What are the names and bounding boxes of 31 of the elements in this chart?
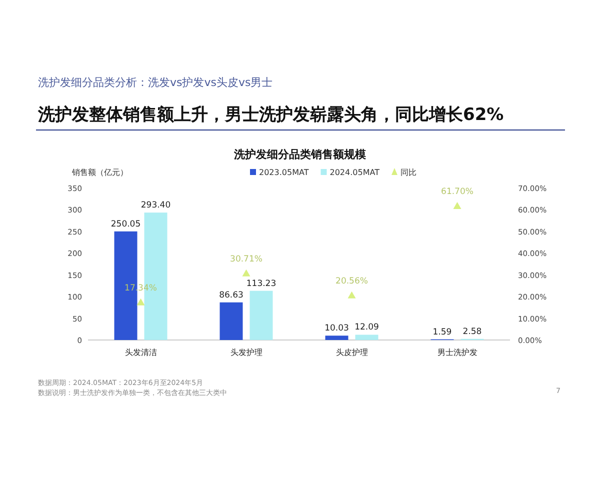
data-label: 20.56% (336, 276, 368, 286)
data-label: 1.59 (432, 327, 452, 338)
point (136, 298, 145, 306)
bar (250, 290, 273, 340)
data-label: 113.23 (246, 278, 276, 289)
text: 洗护发细分品类分析：洗发vs护发vs头皮vs男士 (38, 76, 273, 89)
legend-label: 2023.05MAT (259, 168, 309, 177)
data-label: 30.71% (230, 254, 262, 264)
point (242, 269, 250, 276)
chart-title: 洗护发细分品类销售额规模 (233, 148, 367, 161)
data-label: 86.63 (219, 290, 244, 300)
data-label: 61.70% (441, 187, 474, 198)
y-axis-title: 销售额（亿元） (71, 168, 128, 177)
legend-label: 2024.05MAT (330, 168, 380, 177)
data-label: 17.34% (124, 283, 157, 294)
x-tick-label: 头皮护理 (336, 348, 368, 357)
x-tick-label: 头发护理 (230, 348, 262, 357)
bar (325, 336, 348, 340)
point (348, 291, 356, 298)
text: 洗护发整体销售额上升，男士洗护发崭露头角，同比增长62% (37, 105, 504, 125)
x-tick-label: 头发清洁 (124, 348, 157, 357)
bar (220, 302, 243, 340)
data-label: 12.09 (354, 322, 379, 333)
point (453, 202, 462, 210)
data-label: 2.58 (462, 326, 482, 337)
data-label: 293.40 (140, 200, 171, 211)
legend-label: 同比 (400, 168, 416, 177)
data-label: 10.03 (324, 324, 349, 334)
x-tick-label: 男士洗护发 (437, 348, 478, 357)
data-label: 250.05 (110, 219, 141, 230)
bar (355, 334, 378, 340)
